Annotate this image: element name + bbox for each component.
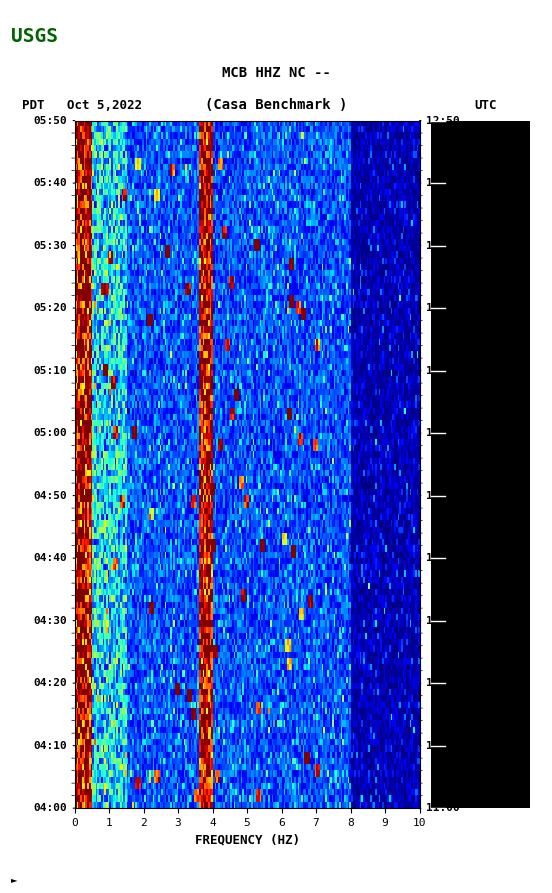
Text: 04:30: 04:30: [34, 615, 67, 626]
Text: 12:20: 12:20: [427, 303, 460, 313]
Text: 11:50: 11:50: [427, 490, 460, 501]
Text: 12:50: 12:50: [427, 115, 460, 126]
Text: 11:10: 11:10: [427, 740, 460, 751]
Text: ►: ►: [11, 875, 18, 884]
Text: 04:50: 04:50: [34, 490, 67, 501]
Text: PDT   Oct 5,2022: PDT Oct 5,2022: [22, 98, 142, 112]
Text: 11:40: 11:40: [427, 553, 460, 563]
Text: 04:40: 04:40: [34, 553, 67, 563]
Text: 05:10: 05:10: [34, 365, 67, 376]
Text: UTC: UTC: [474, 98, 497, 112]
Text: 12:40: 12:40: [427, 178, 460, 188]
Text: 05:30: 05:30: [34, 240, 67, 251]
Text: 12:00: 12:00: [427, 428, 460, 438]
Text: 11:00: 11:00: [427, 803, 460, 814]
Text: 12:30: 12:30: [427, 240, 460, 251]
Text: USGS: USGS: [11, 27, 58, 46]
X-axis label: FREQUENCY (HZ): FREQUENCY (HZ): [194, 833, 300, 847]
Text: 04:00: 04:00: [34, 803, 67, 814]
Text: 05:00: 05:00: [34, 428, 67, 438]
Text: 05:40: 05:40: [34, 178, 67, 188]
Text: 05:20: 05:20: [34, 303, 67, 313]
Text: MCB HHZ NC --: MCB HHZ NC --: [221, 66, 331, 80]
Text: 12:10: 12:10: [427, 365, 460, 376]
Text: (Casa Benchmark ): (Casa Benchmark ): [205, 97, 347, 112]
Text: 04:20: 04:20: [34, 678, 67, 689]
Text: 04:10: 04:10: [34, 740, 67, 751]
Text: 05:50: 05:50: [34, 115, 67, 126]
Text: 11:20: 11:20: [427, 678, 460, 689]
Text: 11:30: 11:30: [427, 615, 460, 626]
